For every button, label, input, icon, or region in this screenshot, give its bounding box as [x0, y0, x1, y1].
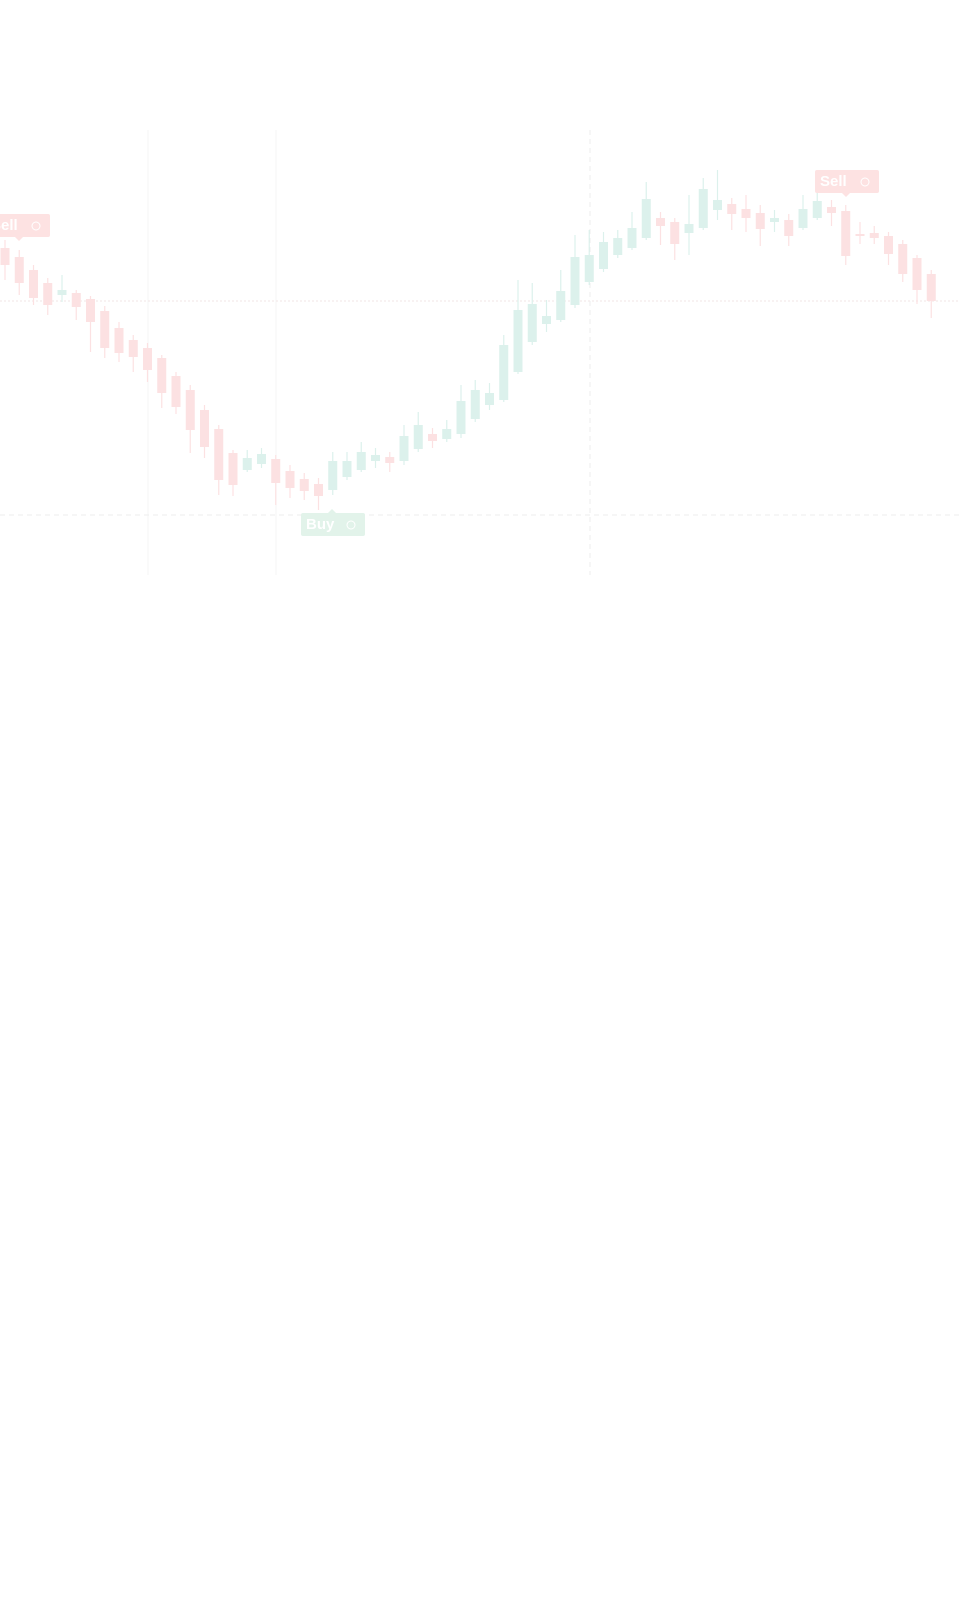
- candle-body: [499, 345, 509, 400]
- candle-body: [770, 218, 779, 222]
- candle-body: [228, 453, 238, 485]
- candle-body: [214, 429, 224, 480]
- candle-body: [114, 328, 124, 353]
- signal-pointer: [842, 193, 850, 197]
- candle-body: [242, 458, 252, 470]
- candle-body: [684, 224, 694, 233]
- candle-body: [143, 348, 152, 370]
- candle-body: [698, 189, 708, 228]
- signal-icon: [31, 221, 41, 231]
- signal-box: [815, 170, 879, 193]
- candle-body: [356, 452, 366, 470]
- candle-body: [128, 340, 138, 357]
- candle-body: [43, 283, 53, 305]
- candle-body: [371, 455, 380, 461]
- candle-body: [100, 311, 110, 348]
- candle-body: [14, 257, 24, 283]
- candle-body: [442, 429, 452, 439]
- candle-body: [29, 270, 38, 298]
- candle-body: [428, 434, 437, 441]
- candle-body: [827, 207, 836, 213]
- candle-body: [613, 238, 623, 255]
- candle-body: [257, 454, 266, 464]
- candle-body: [527, 304, 537, 342]
- candle-body: [157, 358, 167, 393]
- candle-body: [86, 299, 95, 322]
- candle-body: [784, 220, 794, 236]
- candle-body: [926, 274, 936, 301]
- signal-box: [0, 214, 50, 237]
- candle-body: [299, 479, 309, 491]
- candle-body: [855, 234, 865, 236]
- signal-label: Sell: [820, 173, 847, 190]
- candle-body: [641, 199, 651, 238]
- signal-box: [301, 513, 365, 536]
- candle-body: [470, 390, 480, 419]
- candle-body: [884, 236, 893, 254]
- candle-body: [385, 457, 395, 463]
- candle-body: [912, 258, 922, 290]
- candle-body: [727, 204, 737, 214]
- candle-body: [584, 255, 594, 282]
- candle-body: [713, 200, 722, 210]
- candle-body: [456, 401, 466, 434]
- candle-body: [656, 218, 665, 226]
- candle-body: [556, 291, 566, 320]
- candle-body: [841, 211, 851, 256]
- candle-body: [57, 290, 67, 295]
- candle-body: [755, 213, 765, 229]
- candle-body: [741, 209, 751, 218]
- candle-body: [485, 393, 494, 405]
- candle-body: [570, 257, 580, 305]
- signal-icon: [346, 520, 356, 530]
- candle-body: [399, 436, 409, 461]
- candle-body: [513, 310, 523, 372]
- candle-body: [542, 316, 551, 324]
- candle-body: [314, 484, 323, 496]
- signal-pointer: [328, 509, 336, 513]
- candle-body: [627, 228, 637, 248]
- candle-body: [812, 201, 822, 218]
- signal-icon: [860, 177, 870, 187]
- candle-body: [413, 425, 423, 449]
- signal-pointer: [15, 237, 23, 241]
- candle-body: [342, 461, 352, 477]
- candle-body: [71, 293, 81, 307]
- candle-body: [0, 248, 10, 265]
- candle-body: [898, 244, 908, 274]
- candle-body: [599, 242, 608, 269]
- candle-body: [171, 376, 181, 407]
- candle-body: [285, 471, 295, 488]
- candle-body: [271, 459, 281, 483]
- signal-label: Buy: [306, 516, 335, 533]
- candle-body: [869, 233, 879, 238]
- candle-body: [670, 222, 680, 244]
- candle-body: [328, 461, 338, 490]
- candle-body: [798, 209, 808, 228]
- candle-body: [200, 410, 209, 447]
- candle-body: [185, 390, 195, 430]
- signal-label: Sell: [0, 217, 18, 234]
